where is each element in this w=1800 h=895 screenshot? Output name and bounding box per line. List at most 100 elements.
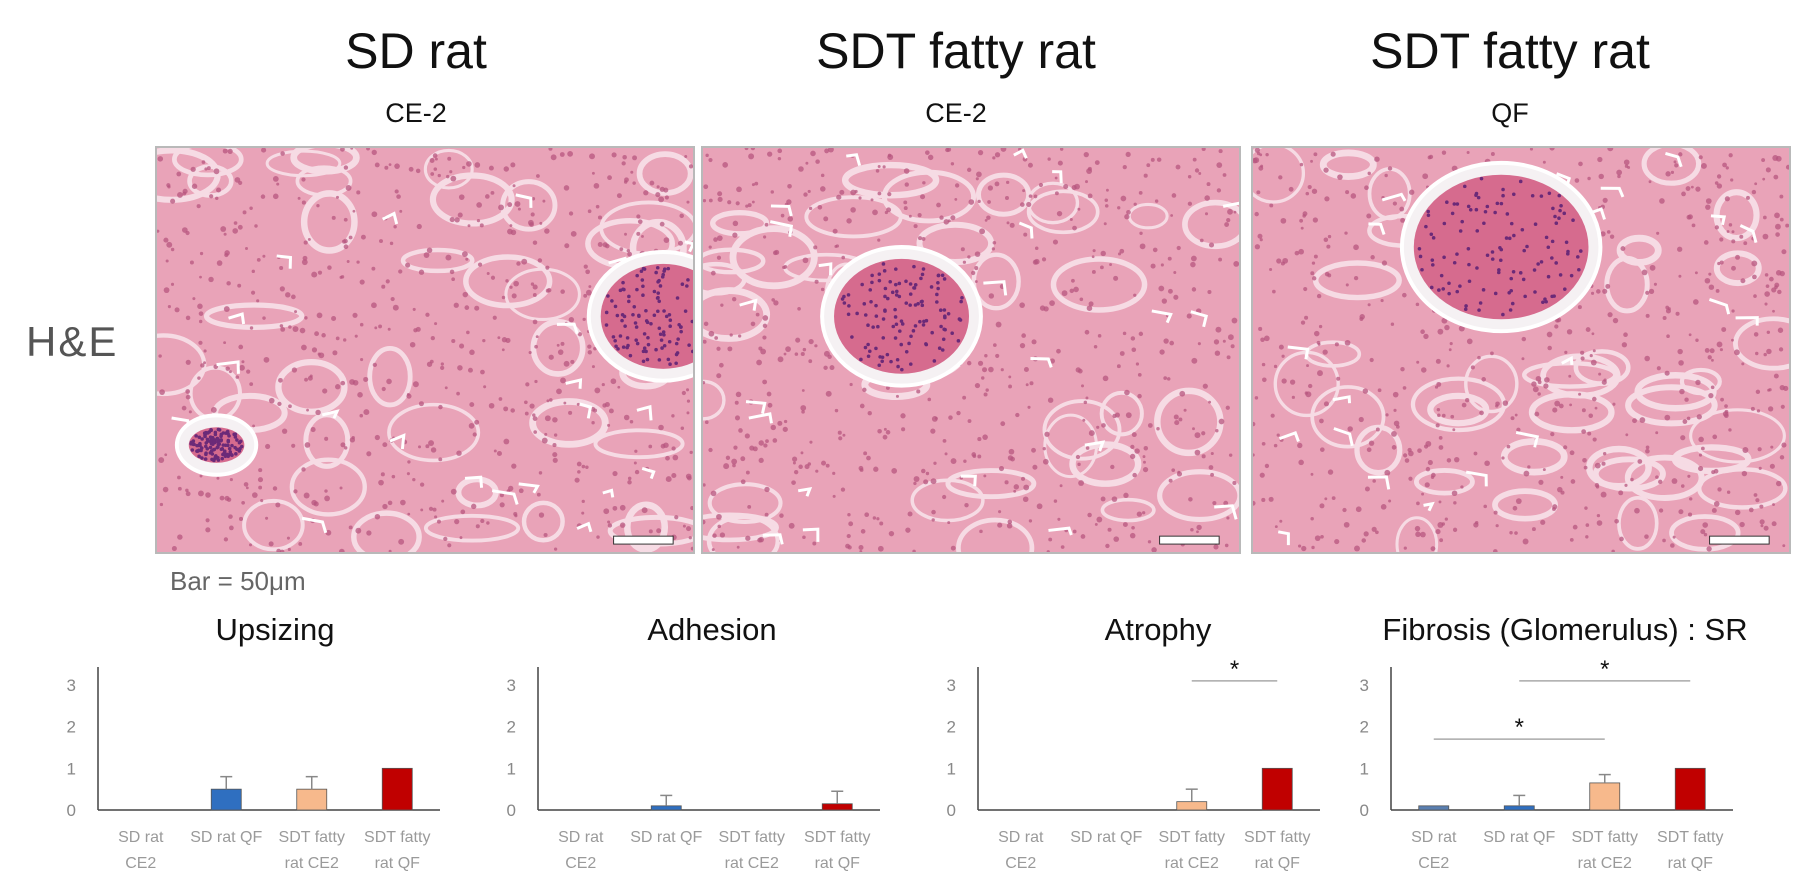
nucleus (1123, 492, 1129, 499)
nucleus (1300, 320, 1306, 325)
nucleus (1262, 377, 1267, 383)
nucleus (920, 194, 926, 200)
glomerulus-nucleus (1429, 232, 1434, 237)
nucleus (597, 215, 603, 220)
nucleus (343, 244, 349, 250)
nucleus (1191, 287, 1197, 292)
chart-title-atrophy: Atrophy (1104, 612, 1212, 647)
nucleus (732, 463, 736, 468)
nucleus (1544, 377, 1550, 383)
nucleus (1677, 246, 1683, 252)
nucleus (1716, 341, 1723, 348)
nucleus (544, 415, 551, 422)
tubule (1157, 469, 1239, 523)
nucleus (807, 189, 811, 194)
nucleus (1687, 474, 1691, 478)
nucleus (840, 487, 846, 492)
nucleus (392, 304, 399, 311)
nucleus (235, 375, 240, 379)
glomerulus-nucleus (891, 324, 896, 329)
glomerulus-nucleus (876, 324, 880, 329)
y-tick-label: 0 (507, 801, 516, 820)
nucleus (612, 470, 618, 477)
nucleus (250, 290, 256, 295)
histology-image-sdt-qf (1251, 146, 1791, 554)
nucleus (757, 537, 763, 543)
nucleus (408, 166, 414, 172)
category-label: CE2 (125, 855, 156, 872)
nucleus (381, 284, 386, 289)
nucleus (1529, 148, 1533, 151)
nucleus (1150, 263, 1156, 269)
nucleus (458, 194, 465, 200)
nucleus (877, 165, 881, 169)
nucleus (1232, 480, 1237, 485)
y-tick-label: 3 (67, 676, 76, 695)
nucleus (198, 340, 203, 345)
glomerulus-nucleus (1523, 294, 1527, 299)
nucleus (447, 156, 452, 161)
nucleus (1204, 195, 1210, 201)
lumen (1048, 526, 1073, 536)
nucleus (205, 518, 210, 523)
nucleus (428, 506, 434, 511)
nucleus (1008, 384, 1013, 389)
nucleus (182, 188, 188, 194)
glomerulus-nucleus (1557, 216, 1561, 220)
nucleus (1299, 162, 1304, 167)
nucleus (933, 461, 937, 465)
nucleus (1269, 203, 1274, 208)
nucleus (1059, 148, 1064, 151)
nucleus (977, 454, 982, 459)
nucleus (1739, 234, 1744, 239)
nucleus (1766, 348, 1772, 355)
nucleus (1592, 396, 1597, 402)
lumen (770, 204, 793, 217)
nucleus (304, 377, 308, 382)
nucleus (1019, 343, 1026, 349)
nucleus (1091, 255, 1095, 259)
nucleus (249, 326, 254, 330)
nucleus (1084, 329, 1090, 335)
nucleus (1129, 532, 1136, 539)
nucleus (1253, 157, 1260, 164)
glomerulus-nucleus (1577, 267, 1581, 272)
nucleus (528, 350, 532, 355)
nucleus (471, 503, 477, 510)
nucleus (1198, 172, 1202, 175)
glomerulus-nucleus (658, 284, 663, 288)
tubule (1050, 256, 1148, 313)
nucleus (1047, 157, 1051, 161)
nucleus (162, 486, 169, 493)
category-label: rat QF (375, 855, 421, 872)
nucleus (656, 528, 662, 534)
nucleus (219, 495, 225, 501)
nucleus (232, 228, 239, 234)
nucleus (456, 391, 460, 396)
glomerulus-nucleus (908, 282, 913, 286)
tubule (1427, 392, 1490, 427)
nucleus (280, 151, 285, 156)
glomerulus-nucleus (1455, 202, 1460, 206)
nucleus (1773, 373, 1779, 379)
nucleus (1598, 173, 1604, 180)
nucleus (1501, 456, 1505, 460)
nucleus (447, 543, 452, 548)
scale-bar (613, 535, 674, 545)
nucleus (288, 325, 292, 329)
nucleus (1029, 381, 1034, 386)
category-label: SDT fatty (1159, 829, 1225, 846)
nucleus (257, 477, 264, 483)
glomerulus-nucleus (209, 437, 214, 441)
nucleus (1298, 459, 1304, 466)
glomerulus-nucleus (1530, 193, 1535, 198)
nucleus (1420, 531, 1426, 538)
nucleus (1147, 423, 1153, 428)
nucleus (1624, 483, 1628, 487)
nucleus (716, 373, 722, 379)
nucleus (1670, 543, 1675, 548)
nucleus (1742, 447, 1749, 453)
nucleus (787, 183, 792, 189)
nucleus (304, 316, 308, 320)
nucleus (1314, 535, 1321, 542)
